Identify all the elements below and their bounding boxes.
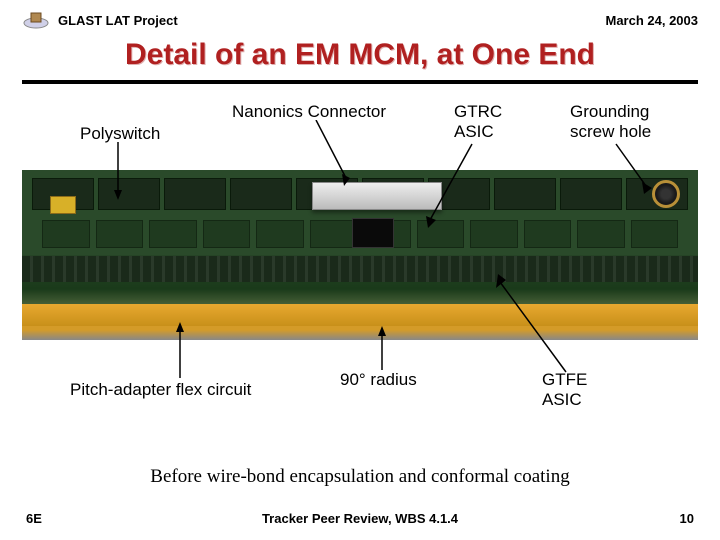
footer-center: Tracker Peer Review, WBS 4.1.4	[0, 511, 720, 526]
label-gtrc: GTRC ASIC	[454, 102, 502, 142]
content-area: Polyswitch Nanonics Connector GTRC ASIC …	[22, 102, 698, 442]
pcb-photo	[22, 170, 698, 340]
flex-circuit-strip	[22, 304, 698, 326]
slide-header: GLAST LAT Project March 24, 2003	[0, 0, 720, 36]
slide-footer: 6E Tracker Peer Review, WBS 4.1.4 10	[0, 511, 720, 526]
glast-logo-icon	[22, 10, 50, 30]
label-polyswitch: Polyswitch	[80, 124, 160, 144]
bond-pad-row	[22, 256, 698, 282]
slide-date: March 24, 2003	[605, 13, 698, 28]
label-gtfe: GTFE ASIC	[542, 370, 587, 410]
label-radius: 90° radius	[340, 370, 417, 390]
polyswitch-component	[50, 196, 76, 214]
slide-caption: Before wire-bond encapsulation and confo…	[0, 466, 720, 488]
project-name: GLAST LAT Project	[58, 13, 178, 28]
label-grounding: Grounding screw hole	[570, 102, 651, 142]
header-left: GLAST LAT Project	[22, 10, 178, 30]
label-pitch: Pitch-adapter flex circuit	[70, 380, 251, 400]
label-nanonics: Nanonics Connector	[232, 102, 386, 122]
nanonics-connector	[312, 182, 442, 210]
title-divider	[22, 80, 698, 84]
grounding-screw-hole	[652, 180, 680, 208]
asic-die	[352, 218, 394, 248]
slide-title: Detail of an EM MCM, at One End	[0, 38, 720, 72]
